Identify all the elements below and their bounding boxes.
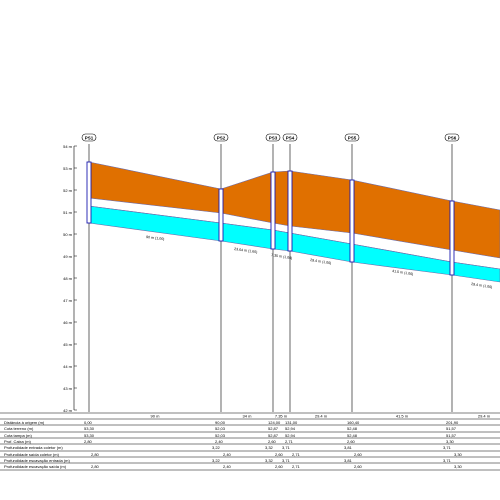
y-label-50: 50 m [63,232,73,237]
entrada-ps6: 3,71 [443,445,452,450]
y-label-48: 48 m [63,276,73,281]
terreno-ps1: 53,30 [84,426,95,431]
y-label-51: 51 m [63,210,73,215]
y-label-42: 42 m [63,408,73,413]
y-label-47: 47 m [63,298,73,303]
tampa-ps5: 52,48 [347,433,358,438]
caixa-ps2: 2,40 [215,439,224,444]
y-label-49: 49 m [63,254,73,259]
dist-between-6: 29.4 m [478,414,491,419]
manhole-ps4 [287,170,293,252]
y-label-43: 43 m [63,386,73,391]
y-label-45: 45 m [63,342,73,347]
dist-between-4: 29.4 m [315,414,328,419]
manhole-ps2 [218,188,224,242]
manhole-ps5 [349,179,355,263]
distance-ps1: 0,00 [84,420,93,425]
distance-ps2: 90,00 [215,420,226,425]
row-label-esc-entrada: Profundidade escavação entrada (m) [4,458,70,463]
node-label-ps2: PS2 [217,135,226,140]
dist-between-1: 90 m [151,414,161,419]
tampa-ps4: 52,94 [285,433,296,438]
caixa-ps5: 2,60 [347,439,356,444]
row-label-cota-terreno: Cota terreno (m) [4,426,34,431]
entrada-ps4: 3,71 [282,445,291,450]
row-label-prof-saida: Profundidade saída coletor (m) [4,452,60,457]
y-axis-labels: 54 m 53 m 52 m 51 m 50 m 49 m 48 m 47 m … [63,144,73,413]
saida-ps4: 2,71 [292,452,301,457]
row-label-esc-saida: Profundidade escavação saída (m) [4,464,67,469]
tampa-ps2: 52,03 [215,433,226,438]
row-label-prof-entrada: Profundidade entrada coletor (m) [4,445,63,450]
tampa-ps6: 51,57 [446,433,457,438]
saida-ps3: 2,60 [275,452,284,457]
data-table: Distância à origem (m) Cota terreno (m) … [0,412,500,471]
y-label-53: 53 m [63,166,73,171]
esc-entrada-ps5: 3,81 [344,458,353,463]
esc-saida-ps2: 2,40 [223,464,232,469]
esc-saida-ps3: 2,60 [275,464,284,469]
segment-label-2: 23.64 m (1.60) [234,247,258,254]
dist-between-3: 7.35 m [275,414,288,419]
node-label-ps5: PS5 [348,135,357,140]
esc-entrada-ps2: 3,22 [212,458,221,463]
segment-label-3: 7.35 m (1.00) [271,253,293,260]
esc-saida-ps5: 2,60 [354,464,363,469]
segment-label-1: 90 m (1,00) [146,235,165,241]
terreno-ps6: 51,57 [446,426,457,431]
row-label-cota-tampa: Cota tampa (m) [4,433,32,438]
saida-ps2: 2,40 [223,452,232,457]
segment-label-5: 41.5 m (1.00) [392,269,414,276]
terreno-ps5: 52,48 [347,426,358,431]
entrada-ps5: 3,81 [344,445,353,450]
terreno-ps4: 52,94 [285,426,296,431]
y-label-46: 46 m [63,320,73,325]
entrada-ps2: 3,22 [212,445,221,450]
distance-ps4: 131,00 [285,420,298,425]
caixa-ps4: 2,71 [285,439,294,444]
y-axis-ticks [74,145,77,411]
y-label-54: 54 m [63,144,73,149]
terreno-ps2: 52,03 [215,426,226,431]
esc-entrada-ps6: 3,71 [443,458,452,463]
node-label-ps3: PS3 [269,135,278,140]
esc-entrada-ps4: 3,71 [282,458,291,463]
row-label-distancia: Distância à origem (m) [4,420,45,425]
dist-between-2: 34 m [243,414,253,419]
saida-ps6: 3,30 [454,452,463,457]
manhole-ps6 [449,200,455,276]
segment-label-6: 29.4 m (1.00) [471,282,493,289]
esc-saida-ps6: 3,30 [454,464,463,469]
manhole-ps3 [270,171,276,250]
caixa-ps3: 2,60 [268,439,277,444]
dist-between-5: 41.5 m [396,414,409,419]
node-label-ps4: PS4 [286,135,295,140]
manholes [86,161,455,276]
caixa-ps1: 2,80 [84,439,93,444]
esc-entrada-ps3: 3,32 [265,458,274,463]
row-label-prof-caixa: Prof. Caixa (m) [4,439,32,444]
node-label-ps1: PS1 [85,135,94,140]
node-label-ps6: PS6 [448,135,457,140]
tampa-ps1: 53,30 [84,433,95,438]
y-label-52: 52 m [63,188,73,193]
terreno-ps3: 52,87 [268,426,279,431]
distance-ps5: 160,40 [347,420,360,425]
y-label-44: 44 m [63,364,73,369]
esc-saida-ps1: 2,80 [91,464,100,469]
soil-band [88,161,500,259]
esc-saida-ps4: 2,71 [292,464,301,469]
caixa-ps6: 3,30 [446,439,455,444]
tampa-ps3: 52,87 [268,433,279,438]
saida-ps5: 2,60 [354,452,363,457]
distance-ps6: 201,90 [446,420,459,425]
segment-labels: 90 m (1,00) 23.64 m (1.60) 7.35 m (1.00)… [146,235,493,289]
distance-ps3: 124,00 [268,420,281,425]
saida-ps1: 2,80 [91,452,100,457]
segment-label-4: 29.4 m (1.00) [310,258,332,265]
node-labels: PS1 PS2 PS3 PS4 PS5 PS6 [81,133,460,142]
entrada-ps3: 3,32 [265,445,274,450]
manhole-ps1 [86,161,92,224]
